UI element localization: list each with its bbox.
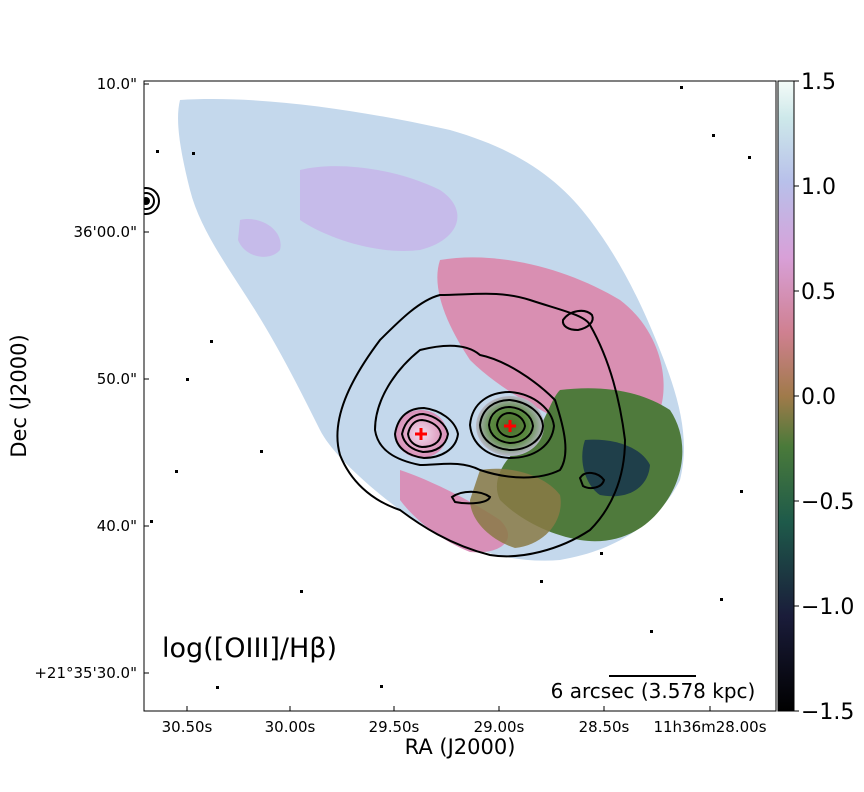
x-tick-label: 11h36m28.00s bbox=[653, 718, 766, 736]
x-tick-label: 28.50s bbox=[579, 718, 630, 736]
contour-outer bbox=[336, 292, 627, 558]
ratio-annotation: log([OIII]/Hβ) bbox=[162, 633, 337, 664]
diffuse-lilac-patches bbox=[238, 166, 458, 257]
y-tick-label: 50.0" bbox=[97, 370, 137, 388]
olive-region bbox=[470, 468, 561, 548]
colorbar-tick-label: −1.5 bbox=[801, 700, 854, 725]
map-panel bbox=[143, 80, 777, 712]
x-axis-label: RA (J2000) bbox=[405, 735, 516, 759]
emission-map bbox=[144, 86, 751, 689]
y-tick-label: 10.0" bbox=[97, 75, 137, 93]
contour-5 bbox=[406, 418, 443, 449]
x-tick-label: 29.00s bbox=[474, 718, 525, 736]
contour-knot-e bbox=[578, 472, 606, 489]
nucleus-markers bbox=[415, 420, 516, 440]
colorbar-ticks: 1.5 1.0 0.5 0.0 −0.5 −1.0 −1.5 bbox=[794, 70, 854, 725]
contour-2 bbox=[373, 344, 567, 479]
y-tick-label: 40.0" bbox=[97, 517, 137, 535]
colorbar-tick-label: 1.0 bbox=[801, 175, 836, 200]
x-ticks bbox=[186, 706, 711, 711]
dark-region bbox=[582, 439, 650, 497]
contour-6 bbox=[468, 390, 556, 460]
contour-8 bbox=[487, 405, 535, 445]
edge-source-mid bbox=[144, 192, 155, 210]
colorbar-tick-label: 1.5 bbox=[801, 70, 836, 95]
colorbar-tick-label: 0.0 bbox=[801, 385, 836, 410]
continuum-contours bbox=[336, 292, 627, 558]
y-axis-label: Dec (J2000) bbox=[7, 334, 31, 457]
contour-9 bbox=[495, 411, 527, 439]
contour-3 bbox=[393, 406, 460, 460]
y-tick-label: +21°35'30.0" bbox=[34, 664, 137, 682]
x-axis: 30.50s 30.00s 29.50s 29.00s 28.50s 11h36… bbox=[162, 706, 767, 759]
y-tick-label: 36'00.0" bbox=[73, 223, 137, 241]
colorbar: 1.5 1.0 0.5 0.0 −0.5 −1.0 −1.5 bbox=[777, 70, 854, 725]
y-axis: 10.0" 36'00.0" 50.0" 40.0" +21°35'30.0" … bbox=[7, 75, 149, 682]
pink-region-south bbox=[400, 470, 509, 553]
colorbar-tick-label: −0.5 bbox=[801, 490, 854, 515]
edge-source-core bbox=[144, 197, 150, 205]
colorbar-tick-label: 0.5 bbox=[801, 280, 836, 305]
colorbar-tick-label: −1.0 bbox=[801, 595, 854, 620]
scale-bar-label: 6 arcsec (3.578 kpc) bbox=[551, 679, 756, 703]
contour-4 bbox=[400, 412, 450, 454]
noise-pixels bbox=[150, 86, 751, 689]
contour-7 bbox=[478, 398, 545, 452]
contour-knot-s bbox=[450, 490, 492, 505]
colorbar-gradient bbox=[777, 80, 795, 712]
edge-source-outer bbox=[144, 187, 160, 215]
pink-region bbox=[437, 257, 664, 427]
contour-knot-ne bbox=[561, 309, 594, 332]
x-tick-label: 30.50s bbox=[162, 718, 213, 736]
x-tick-label: 29.50s bbox=[369, 718, 420, 736]
map-frame bbox=[143, 80, 777, 712]
y-ticks bbox=[144, 83, 149, 674]
x-tick-label: 30.00s bbox=[265, 718, 316, 736]
